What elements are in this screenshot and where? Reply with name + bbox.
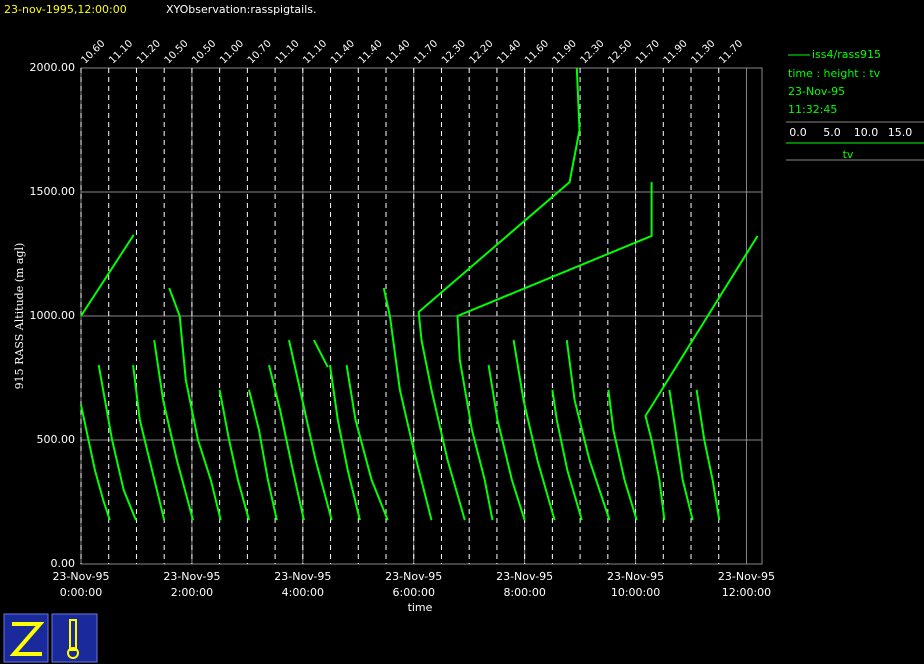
window-title: XYObservation:rasspigtails. <box>166 3 316 16</box>
timestamp: 23-nov-1995,12:00:00 <box>4 3 127 16</box>
profile-label: 12.30 <box>579 38 607 66</box>
profile-label: 11.70 <box>717 38 745 66</box>
profile-label: 11.00 <box>218 38 246 66</box>
profile-label: 10.70 <box>246 38 274 66</box>
x-tick-date: 23-Nov-95 <box>607 570 664 583</box>
y-tick-label: 1000.00 <box>30 309 76 322</box>
legend-date: 23-Nov-95 <box>788 85 845 98</box>
profile-label: 12.20 <box>468 38 496 66</box>
profile-label: 10.50 <box>190 38 218 66</box>
profile-label: 12.30 <box>440 38 468 66</box>
profile-label: 11.60 <box>523 38 551 66</box>
profile-label: 11.70 <box>634 38 662 66</box>
profile-label: 11.40 <box>329 38 357 66</box>
legend-entry: iss4/rass915 <box>812 48 881 61</box>
tv-tick-label: 10.0 <box>854 126 879 139</box>
x-tick-label: 0:00:00 <box>60 586 102 599</box>
x-tick-date: 23-Nov-95 <box>163 570 220 583</box>
profile-label: 11.40 <box>384 38 412 66</box>
profile-label: 11.20 <box>135 38 163 66</box>
tv-tick-label: 0.0 <box>789 126 807 139</box>
legend-axes: time : height : tv <box>788 67 881 80</box>
y-tick-label: 2000.00 <box>30 61 76 74</box>
profile-label: 11.10 <box>107 38 135 66</box>
x-tick-label: 12:00:00 <box>722 586 771 599</box>
profile-label: 11.70 <box>412 38 440 66</box>
x-tick-label: 6:00:00 <box>393 586 435 599</box>
profile-label: 11.40 <box>495 38 523 66</box>
legend-time: 11:32:45 <box>788 103 837 116</box>
x-tick-date: 23-Nov-95 <box>385 570 442 583</box>
y-tick-label: 500.00 <box>37 433 76 446</box>
x-tick-label: 10:00:00 <box>611 586 660 599</box>
x-tick-label: 8:00:00 <box>503 586 545 599</box>
profile-trace <box>80 67 759 521</box>
tv-tick-label: 5.0 <box>823 126 841 139</box>
x-axis-label: time <box>408 601 433 614</box>
x-tick-date: 23-Nov-95 <box>496 570 553 583</box>
x-tick-label: 4:00:00 <box>282 586 324 599</box>
x-tick-date: 23-Nov-95 <box>718 570 775 583</box>
profile-label: 11.40 <box>357 38 385 66</box>
tv-tick-label: 15.0 <box>888 126 913 139</box>
profile-label: 11.30 <box>689 38 717 66</box>
profile-label: 12.50 <box>606 38 634 66</box>
profile-label: 10.50 <box>163 38 191 66</box>
profile-label: 11.10 <box>274 38 302 66</box>
x-tick-date: 23-Nov-95 <box>274 570 331 583</box>
profile-label: 11.10 <box>301 38 329 66</box>
x-tick-label: 2:00:00 <box>171 586 213 599</box>
profile-label: 11.90 <box>551 38 579 66</box>
icon-thermometer[interactable] <box>51 613 98 663</box>
x-tick-date: 23-Nov-95 <box>52 570 109 583</box>
icon-z[interactable] <box>3 613 49 663</box>
profile-label: 11.90 <box>662 38 690 66</box>
y-tick-label: 0.00 <box>51 557 76 570</box>
tv-label: tv <box>843 148 854 161</box>
y-tick-label: 1500.00 <box>30 185 76 198</box>
profile-label: 10.60 <box>79 38 107 66</box>
y-axis-label: 915 RASS Altitude (m agl) <box>13 243 26 390</box>
